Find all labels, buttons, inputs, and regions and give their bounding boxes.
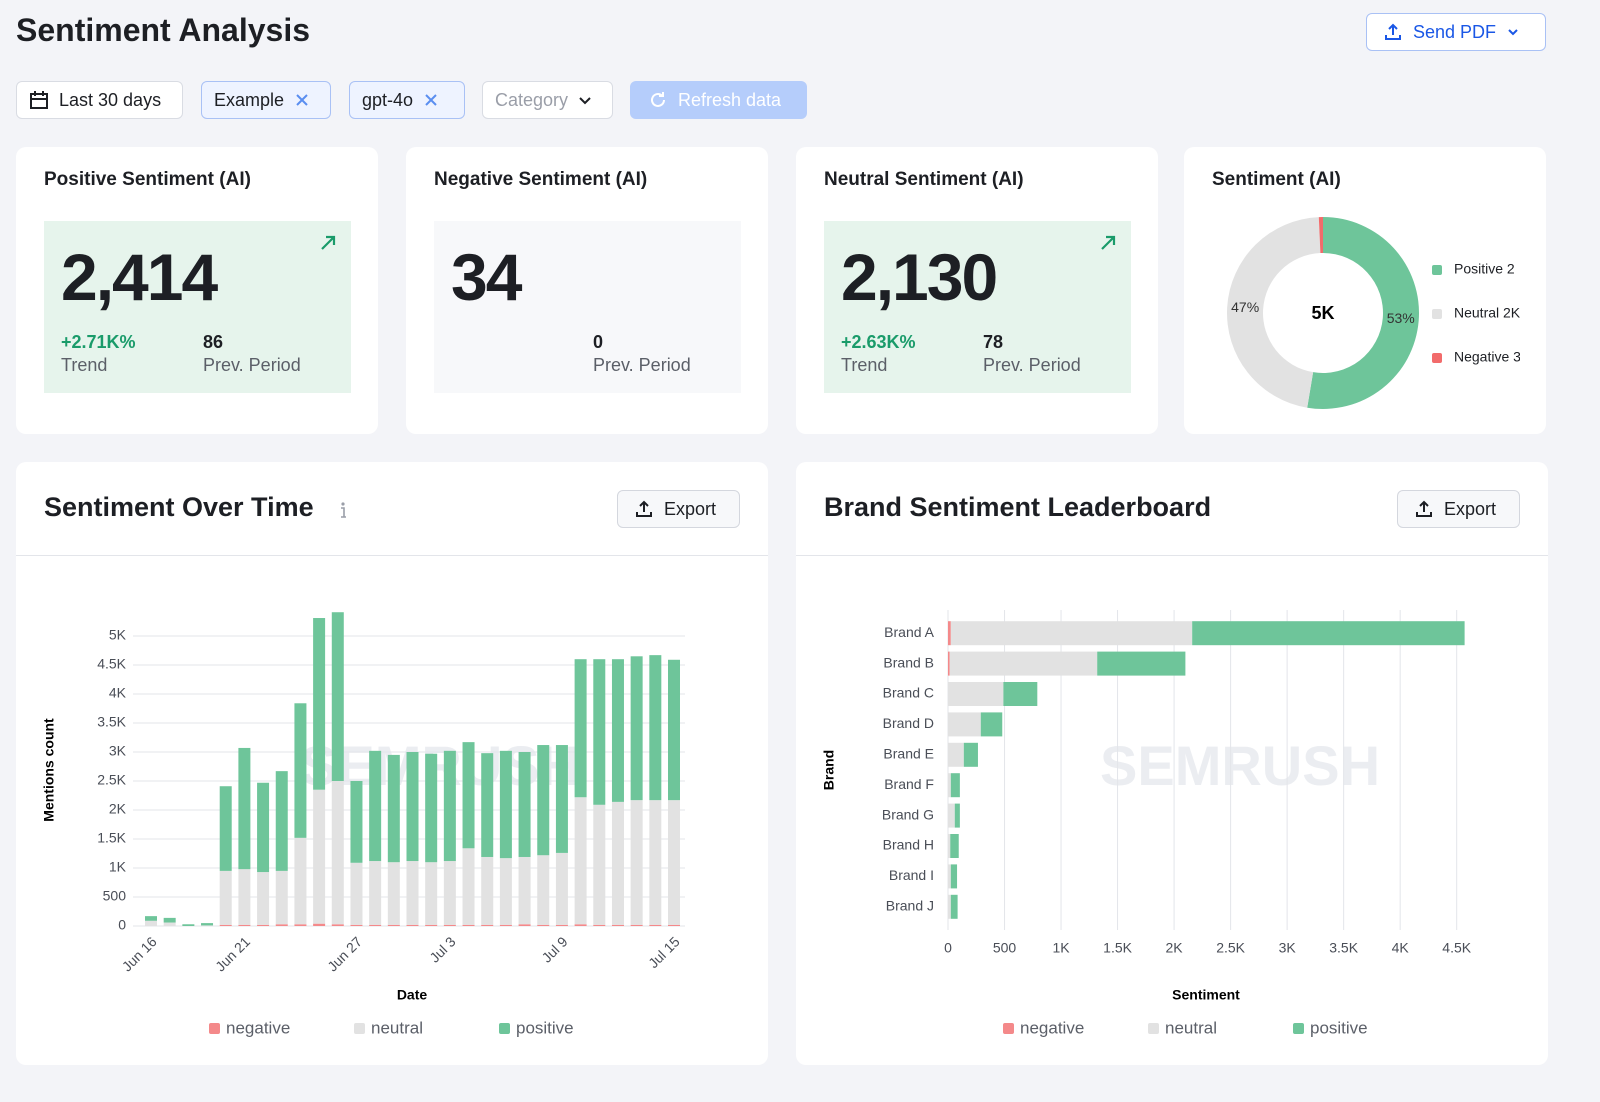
export-button[interactable]: Export [617, 490, 740, 528]
kpi-value: 2,414 [61, 239, 216, 315]
kpi-trend-label: Trend [61, 355, 107, 376]
tag-filter[interactable]: Example [201, 81, 331, 119]
panel: Sentiment Over Time Export [16, 462, 768, 1065]
kpi-card: Positive Sentiment (AI) 2,414 +2.71K%Trend… [16, 147, 378, 434]
upload-icon [1383, 22, 1403, 42]
tag-label: gpt-4o [362, 90, 413, 111]
kpi-trend-label: Trend [841, 355, 887, 376]
kpi-value: 2,130 [841, 239, 996, 315]
page-title: Sentiment Analysis [16, 12, 310, 49]
card-title: Neutral Sentiment (AI) [824, 169, 1024, 191]
kpi-trend: +2.71K% [61, 332, 136, 353]
kpi-prev-label: Prev. Period [983, 355, 1081, 376]
kpi-prev-label: Prev. Period [593, 355, 691, 376]
export-label: Export [664, 499, 716, 520]
kpi-prev: 0 [593, 332, 603, 353]
kpi-card: Negative Sentiment (AI) 34 0Prev. Period [406, 147, 768, 434]
kpi-box: 2,414 +2.71K%Trend 86Prev. Period [44, 221, 351, 393]
divider [796, 555, 1548, 556]
kpi-prev-label: Prev. Period [203, 355, 301, 376]
divider [16, 555, 768, 556]
export-button[interactable]: Export [1397, 490, 1520, 528]
tag-label: Example [214, 90, 284, 111]
card-title: Negative Sentiment (AI) [434, 169, 647, 191]
kpi-box: 2,130 +2.63K%Trend 78Prev. Period [824, 221, 1131, 393]
upload-icon [634, 499, 654, 519]
send-pdf-button[interactable]: Send PDF [1366, 13, 1546, 51]
donut-card: Sentiment (AI) [1184, 147, 1546, 434]
kpi-box: 34 0Prev. Period [434, 221, 741, 393]
refresh-label: Refresh data [678, 90, 781, 111]
upload-icon [1414, 499, 1434, 519]
info-icon[interactable] [336, 500, 350, 520]
category-select[interactable]: Category [482, 81, 613, 119]
calendar-icon [29, 90, 49, 110]
refresh-icon [648, 90, 668, 110]
trend-arrow [319, 234, 337, 252]
trend-arrow [1099, 234, 1117, 252]
date-filter[interactable]: Last 30 days [16, 81, 183, 119]
remove-icon[interactable] [423, 92, 439, 108]
panel-title: Brand Sentiment Leaderboard [824, 492, 1211, 523]
export-label: Export [1444, 499, 1496, 520]
refresh-button[interactable]: Refresh data [630, 81, 807, 119]
tag-filter[interactable]: gpt-4o [349, 81, 465, 119]
kpi-value: 34 [451, 239, 520, 315]
category-label: Category [495, 90, 568, 111]
chevron-icon [1506, 25, 1520, 39]
remove-icon[interactable] [294, 92, 310, 108]
kpi-trend: +2.63K% [841, 332, 916, 353]
date-filter-label: Last 30 days [59, 90, 161, 111]
card-title: Sentiment (AI) [1212, 169, 1341, 191]
panel: Brand Sentiment Leaderboard Export [796, 462, 1548, 1065]
card-title: Positive Sentiment (AI) [44, 169, 251, 191]
kpi-prev: 86 [203, 332, 223, 353]
kpi-card: Neutral Sentiment (AI) 2,130 +2.63K%Trend 7… [796, 147, 1158, 434]
kpi-prev: 78 [983, 332, 1003, 353]
panel-title: Sentiment Over Time [44, 492, 314, 523]
chevron-icon [578, 93, 592, 107]
send-pdf-label: Send PDF [1413, 22, 1496, 43]
